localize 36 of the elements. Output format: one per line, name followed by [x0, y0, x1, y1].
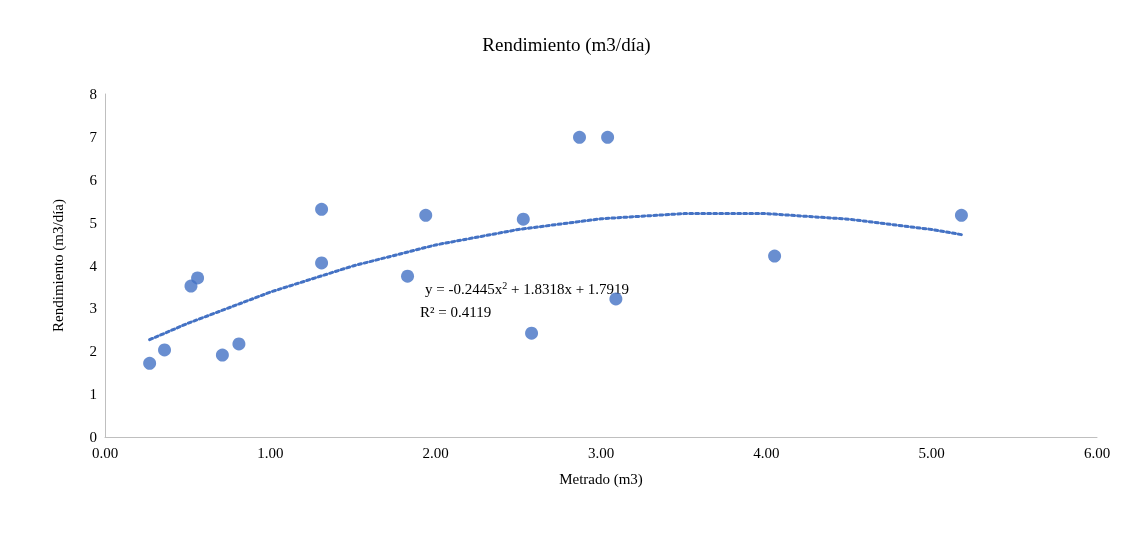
y-axis-title: Rendimiento (m3/día): [49, 199, 67, 332]
point: [315, 256, 329, 270]
x-tick-label: 3.00: [587, 444, 615, 461]
y-tick-label: 5: [89, 214, 97, 231]
y-tick-label: 3: [89, 300, 97, 317]
y-tick-label: 6: [89, 171, 98, 188]
y-tick-label: 0: [89, 429, 97, 445]
y-tick-label: 7: [89, 128, 98, 145]
x-tick-label: 0.00: [91, 444, 119, 461]
point: [191, 271, 205, 285]
chart-title: Rendimiento (m3/día): [482, 34, 651, 56]
point: [601, 130, 615, 144]
point: [215, 348, 229, 362]
point: [143, 356, 157, 370]
x-tick-label: 1.00: [257, 444, 284, 461]
point: [158, 343, 172, 357]
point: [516, 212, 530, 226]
y-tick-label: 8: [89, 86, 97, 102]
point: [401, 269, 415, 283]
y-tick-label: 4: [89, 257, 98, 274]
point: [232, 337, 246, 351]
x-tick-label: 4.00: [753, 444, 780, 461]
y-tick-label: 2: [89, 343, 97, 360]
annotation: R² = 0.4119: [420, 303, 492, 320]
y-tick-label: 1: [89, 386, 97, 403]
x-tick-label: 2.00: [422, 444, 449, 461]
line-series: [148, 212, 963, 342]
point: [419, 208, 433, 222]
x-axis-title: Metrado (m3): [559, 470, 643, 488]
point: [525, 326, 539, 340]
point: [315, 202, 329, 216]
x-tick-label: 6.00: [1083, 444, 1111, 461]
point: [954, 208, 968, 222]
point: [573, 130, 587, 144]
x-tick-label: 5.00: [918, 444, 945, 461]
point: [768, 249, 782, 263]
